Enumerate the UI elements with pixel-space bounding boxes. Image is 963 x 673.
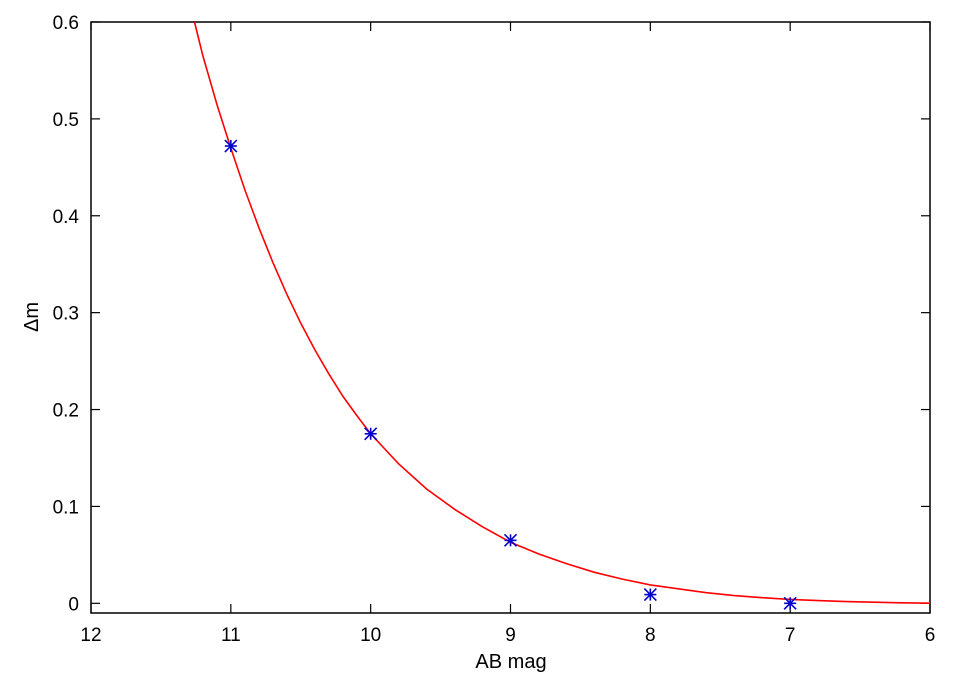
- data-point-stroke: [224, 139, 238, 153]
- data-point: [783, 596, 797, 610]
- x-tick-label: 10: [360, 625, 381, 646]
- x-tick-label: 11: [221, 625, 241, 646]
- data-point-stroke: [503, 533, 518, 547]
- data-point-stroke: [783, 596, 797, 610]
- y-tick-label: 0.3: [53, 304, 79, 325]
- y-tick-label: 0.6: [53, 13, 79, 34]
- x-tick-label: 9: [505, 625, 516, 646]
- data-point: [224, 139, 238, 153]
- plot-frame: [90, 21, 931, 614]
- x-tick-label: 8: [645, 625, 656, 646]
- data-point: [364, 427, 378, 441]
- y-tick-label: 0: [68, 594, 79, 615]
- data-point-stroke: [643, 588, 657, 602]
- y-axis-label: Δm: [21, 302, 43, 332]
- data-point-stroke: [364, 427, 378, 441]
- x-tick-label: 6: [925, 625, 936, 646]
- y-tick-label: 0.2: [53, 401, 79, 422]
- fit-curve: [193, 21, 931, 604]
- tick-marks: [90, 21, 931, 613]
- data-point: [643, 588, 657, 602]
- data-point: [503, 533, 518, 547]
- y-tick-label: 0.5: [53, 110, 79, 131]
- y-tick-labels: 0 0.1 0.2 0.3 0.4 0.5 0.6: [53, 13, 80, 615]
- x-tick-label: 12: [80, 625, 101, 646]
- x-tick-label: 7: [785, 625, 796, 646]
- y-tick-label: 0.1: [53, 497, 79, 518]
- x-axis-label: AB mag: [475, 651, 546, 673]
- x-tick-labels: 12 11 10 9 8 7 6: [80, 625, 935, 646]
- data-points: [224, 139, 797, 610]
- y-tick-label: 0.4: [53, 207, 80, 228]
